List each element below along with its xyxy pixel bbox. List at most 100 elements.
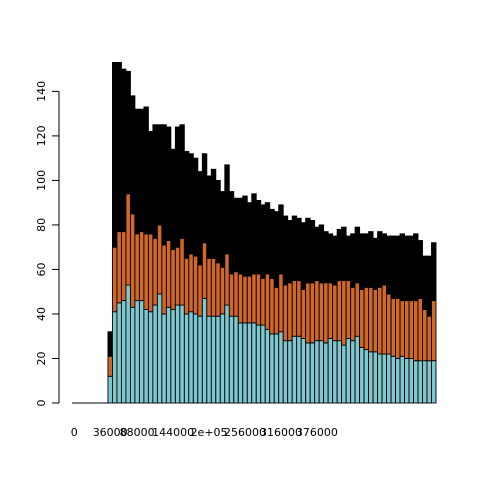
- bar-segment: [386, 353, 392, 404]
- bar-segment: [219, 313, 226, 404]
- bar-segment: [381, 233, 388, 286]
- bar-segment: [255, 324, 262, 404]
- bar-segment: [210, 315, 217, 404]
- bar-segment: [332, 340, 338, 404]
- bar-segment: [341, 226, 347, 282]
- x-tick-label: 256000: [224, 426, 266, 439]
- bar-segment: [300, 289, 307, 339]
- y-tick-label: 140: [35, 81, 48, 102]
- bar-segment: [309, 282, 316, 344]
- bar-segment: [341, 280, 347, 346]
- y-tick-label: 100: [35, 170, 48, 191]
- bar-segment: [183, 151, 190, 259]
- bar-segment: [201, 153, 208, 244]
- x-tick-label: 316000: [260, 426, 302, 439]
- bar-segment: [327, 282, 334, 339]
- bar-segment: [138, 231, 145, 302]
- bar-segment: [188, 153, 194, 255]
- bar-segment: [309, 220, 316, 284]
- bar-segment: [381, 284, 388, 355]
- bar-segment: [192, 255, 199, 315]
- bar-segment: [224, 253, 230, 306]
- bar-segment: [399, 355, 405, 404]
- bar-segment: [368, 231, 374, 288]
- y-tick-label: 60: [35, 262, 48, 276]
- bar-segment: [206, 257, 212, 317]
- bar-segment: [318, 282, 325, 342]
- bar-segment: [426, 315, 432, 362]
- bar-segment: [431, 360, 437, 404]
- bar-segment: [350, 286, 356, 342]
- bar-segment: [111, 311, 118, 404]
- bar-segment: [228, 315, 235, 404]
- bar-segment: [336, 280, 343, 342]
- bar-segment: [282, 340, 289, 404]
- bar-segment: [156, 124, 163, 226]
- bar-segment: [143, 233, 149, 310]
- bar-segment: [431, 242, 437, 302]
- bar-segment: [188, 253, 194, 313]
- bar-segment: [192, 313, 199, 404]
- bar-segment: [413, 300, 419, 362]
- bar-segment: [390, 355, 396, 404]
- bar-segment: [399, 300, 405, 357]
- bar-segment: [116, 62, 122, 233]
- y-axis: 0 20 40 60 80 100 120 140: [35, 81, 60, 407]
- bar-segment: [228, 191, 235, 275]
- bar-segment: [156, 293, 163, 404]
- bar-segment: [107, 331, 113, 357]
- bar-segment: [399, 233, 405, 302]
- bar-segment: [152, 237, 158, 306]
- bar-segment: [354, 335, 361, 404]
- bar-segment: [323, 342, 329, 404]
- bar-segment: [260, 204, 266, 279]
- bar-segment: [242, 275, 248, 324]
- bar-segment: [219, 266, 226, 315]
- bar-segment: [233, 315, 239, 404]
- bar-segment: [269, 277, 275, 335]
- bar-segment: [327, 338, 334, 404]
- bar-segment: [323, 282, 329, 344]
- bar-segment: [336, 228, 343, 282]
- bar-segment: [305, 282, 311, 344]
- bar-segment: [152, 124, 158, 239]
- bar-segment: [170, 148, 176, 250]
- bar-segment: [291, 215, 298, 282]
- y-tick-label: 0: [35, 400, 48, 407]
- bar-segment: [215, 262, 221, 317]
- bar-segment: [377, 231, 383, 288]
- bar-segment: [242, 322, 248, 404]
- bar-segment: [120, 231, 127, 302]
- bar-segment: [129, 306, 136, 404]
- bar-segment: [246, 202, 253, 277]
- bar-segment: [314, 280, 320, 342]
- bar-segment: [386, 235, 392, 295]
- bar-segment: [143, 106, 149, 235]
- bar-segment: [296, 335, 302, 404]
- bar-segment: [413, 233, 419, 302]
- x-tick-label: 88000: [120, 426, 155, 439]
- bar-segment: [165, 240, 172, 308]
- bar-segment: [359, 346, 365, 404]
- bar-segment: [327, 233, 334, 284]
- bar-segment: [134, 233, 140, 302]
- bar-segment: [408, 235, 414, 302]
- bar-segment: [305, 342, 311, 404]
- bar-segment: [422, 309, 428, 362]
- bar-segment: [377, 286, 383, 355]
- bar-segment: [201, 297, 208, 404]
- bar-segment: [408, 300, 414, 359]
- y-tick-label: 120: [35, 125, 48, 146]
- bar-segment: [264, 329, 271, 404]
- bar-segment: [372, 289, 379, 353]
- bar-segment: [107, 355, 113, 377]
- bar-segment: [345, 235, 352, 282]
- bar-segment: [273, 211, 280, 288]
- bar-segment: [314, 226, 320, 282]
- bar-segment: [125, 70, 131, 195]
- bar-segment: [206, 315, 212, 404]
- bar-segment: [282, 215, 289, 286]
- bar-segment: [273, 333, 280, 404]
- bar-segment: [390, 235, 396, 299]
